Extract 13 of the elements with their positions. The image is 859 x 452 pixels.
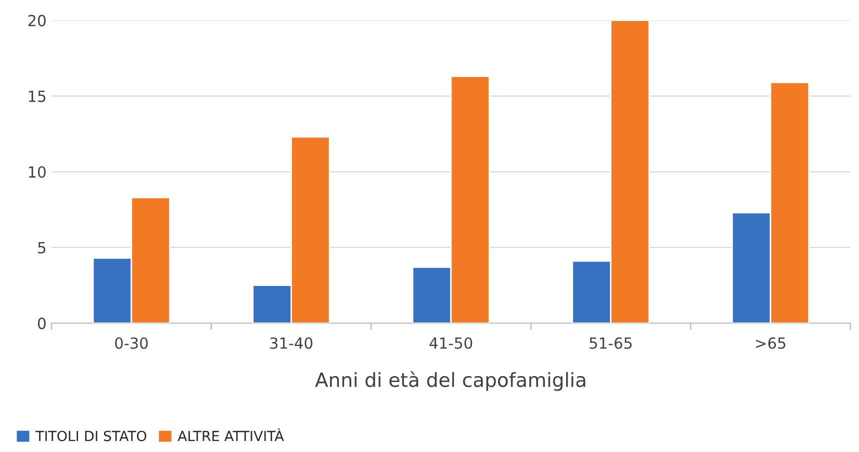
x-axis-title: Anni di età del capofamiglia	[315, 371, 586, 391]
legend-label: ALTRE ATTIVITÀ	[178, 428, 284, 442]
y-tick-label: 15	[28, 90, 46, 102]
x-tick-label: 31-40	[270, 337, 312, 349]
x-tick-label: 51-65	[590, 337, 632, 349]
x-tick-label: 41-50	[430, 337, 472, 349]
y-tick-label: 20	[28, 14, 46, 26]
x-tick-label: 0-30	[115, 337, 148, 349]
x-tick-label: >65	[756, 337, 786, 349]
y-tick-label: 5	[38, 242, 46, 254]
y-tick-label: 0	[38, 318, 46, 330]
legend-label: TITOLI DI STATO	[36, 430, 146, 442]
y-tick-label: 10	[28, 166, 46, 178]
